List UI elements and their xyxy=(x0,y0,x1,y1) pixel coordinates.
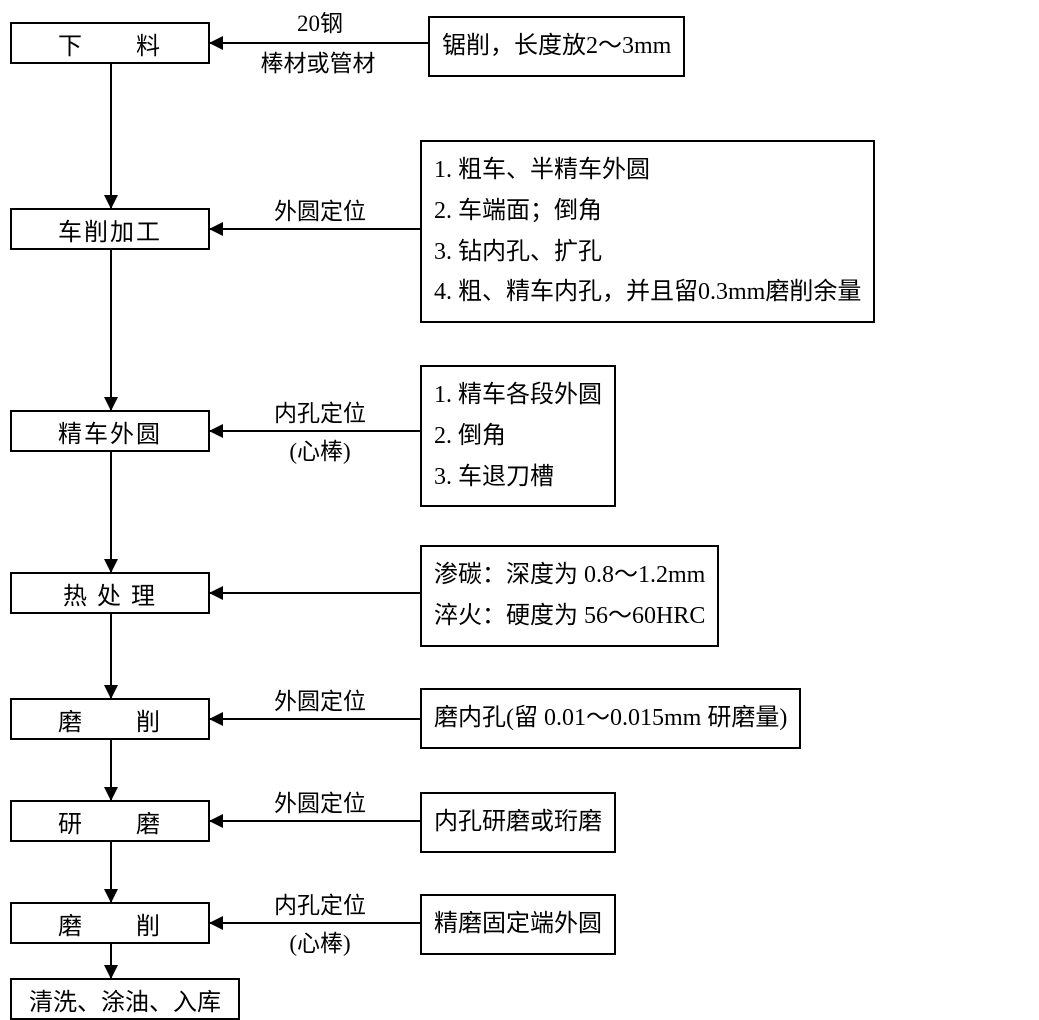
step2-box: 车削加工 xyxy=(10,208,210,250)
varrow-5 xyxy=(110,740,112,800)
step2-detail: 1. 粗车、半精车外圆 2. 车端面；倒角 3. 钻内孔、扩孔 4. 粗、精车内… xyxy=(420,140,875,323)
step7-edge-top: 内孔定位 xyxy=(250,890,390,922)
step4-label: 热 处 理 xyxy=(63,576,157,611)
step8-box: 清洗、涂油、入库 xyxy=(10,978,240,1020)
step3-box: 精车外圆 xyxy=(10,410,210,452)
step1-edge-top: 20钢 xyxy=(250,8,390,40)
step1-label: 下 料 xyxy=(58,26,162,61)
step5-label: 磨 削 xyxy=(58,702,162,737)
varrow-7 xyxy=(110,944,112,978)
step3-arrow xyxy=(210,430,420,432)
step5-box: 磨 削 xyxy=(10,698,210,740)
step7-label: 磨 削 xyxy=(58,906,162,941)
step8-label: 清洗、涂油、入库 xyxy=(29,982,221,1017)
step5-edge-top: 外圆定位 xyxy=(250,686,390,718)
varrow-2 xyxy=(110,250,112,410)
step6-arrow xyxy=(210,820,420,822)
step2-label: 车削加工 xyxy=(58,212,162,247)
step5-detail: 磨内孔(留 0.01～0.015mm 研磨量) xyxy=(420,688,801,749)
varrow-1 xyxy=(110,64,112,208)
step7-box: 磨 削 xyxy=(10,902,210,944)
step2-arrow xyxy=(210,228,420,230)
step6-edge-top: 外圆定位 xyxy=(250,788,390,820)
step4-box: 热 处 理 xyxy=(10,572,210,614)
step3-label: 精车外圆 xyxy=(58,414,162,449)
varrow-4 xyxy=(110,614,112,698)
step6-detail: 内孔研磨或珩磨 xyxy=(420,792,616,853)
step1-arrow xyxy=(210,42,428,44)
step1-detail: 锯削，长度放2～3mm xyxy=(428,16,685,77)
step2-edge-top: 外圆定位 xyxy=(250,196,390,228)
step3-edge-bottom: (心棒) xyxy=(260,436,380,468)
varrow-6 xyxy=(110,842,112,902)
step4-detail: 渗碳：深度为 0.8～1.2mm 淬火：硬度为 56～60HRC xyxy=(420,545,719,647)
step7-detail: 精磨固定端外圆 xyxy=(420,894,616,955)
step1-edge-bottom: 棒材或管材 xyxy=(228,48,408,80)
varrow-3 xyxy=(110,452,112,572)
process-flowchart: 下 料 20钢 棒材或管材 锯削，长度放2～3mm 车削加工 外圆定位 1. 粗… xyxy=(10,10,1029,1010)
step1-box: 下 料 xyxy=(10,22,210,64)
step6-label: 研 磨 xyxy=(58,804,162,839)
step4-arrow xyxy=(210,592,420,594)
step3-edge-top: 内孔定位 xyxy=(250,398,390,430)
step3-detail: 1. 精车各段外圆 2. 倒角 3. 车退刀槽 xyxy=(420,365,616,507)
step7-arrow xyxy=(210,922,420,924)
step5-arrow xyxy=(210,718,420,720)
step6-box: 研 磨 xyxy=(10,800,210,842)
step7-edge-bottom: (心棒) xyxy=(260,928,380,960)
